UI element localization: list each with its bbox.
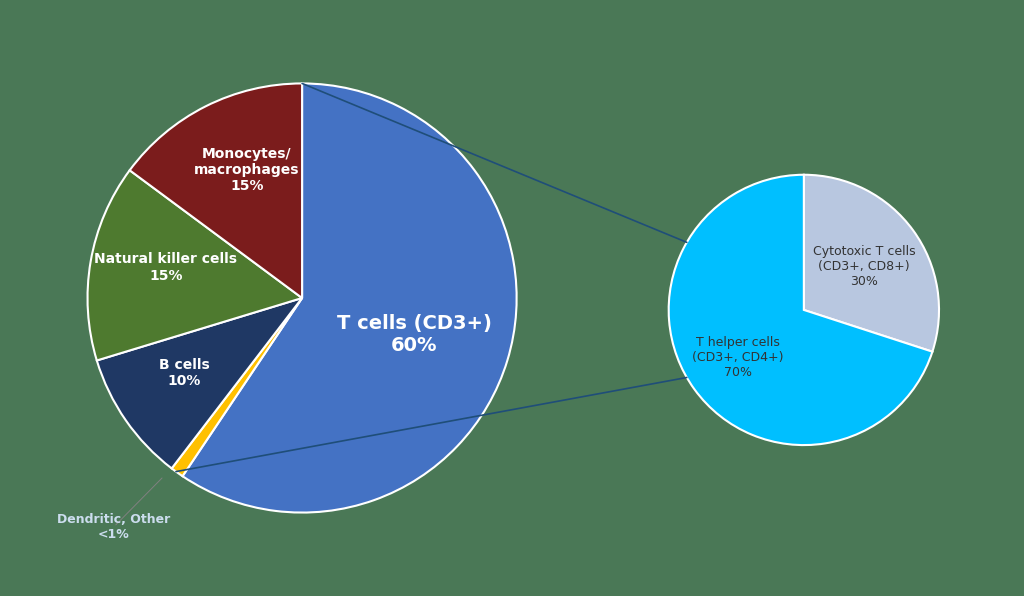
Wedge shape bbox=[172, 298, 302, 476]
Wedge shape bbox=[804, 175, 939, 352]
Text: Dendritic, Other
<1%: Dendritic, Other <1% bbox=[57, 513, 170, 541]
Wedge shape bbox=[97, 298, 302, 468]
Text: Monocytes/
macrophages
15%: Monocytes/ macrophages 15% bbox=[194, 147, 299, 193]
Wedge shape bbox=[130, 83, 302, 298]
Text: T helper cells
(CD3+, CD4+)
70%: T helper cells (CD3+, CD4+) 70% bbox=[692, 336, 784, 379]
Text: Cytotoxic T cells
(CD3+, CD8+)
30%: Cytotoxic T cells (CD3+, CD8+) 30% bbox=[813, 245, 915, 288]
Text: T cells (CD3+)
60%: T cells (CD3+) 60% bbox=[337, 314, 492, 355]
Wedge shape bbox=[87, 170, 302, 361]
Text: B cells
10%: B cells 10% bbox=[159, 358, 210, 388]
Wedge shape bbox=[669, 175, 933, 445]
Wedge shape bbox=[182, 83, 517, 513]
Text: Natural killer cells
15%: Natural killer cells 15% bbox=[94, 253, 238, 283]
